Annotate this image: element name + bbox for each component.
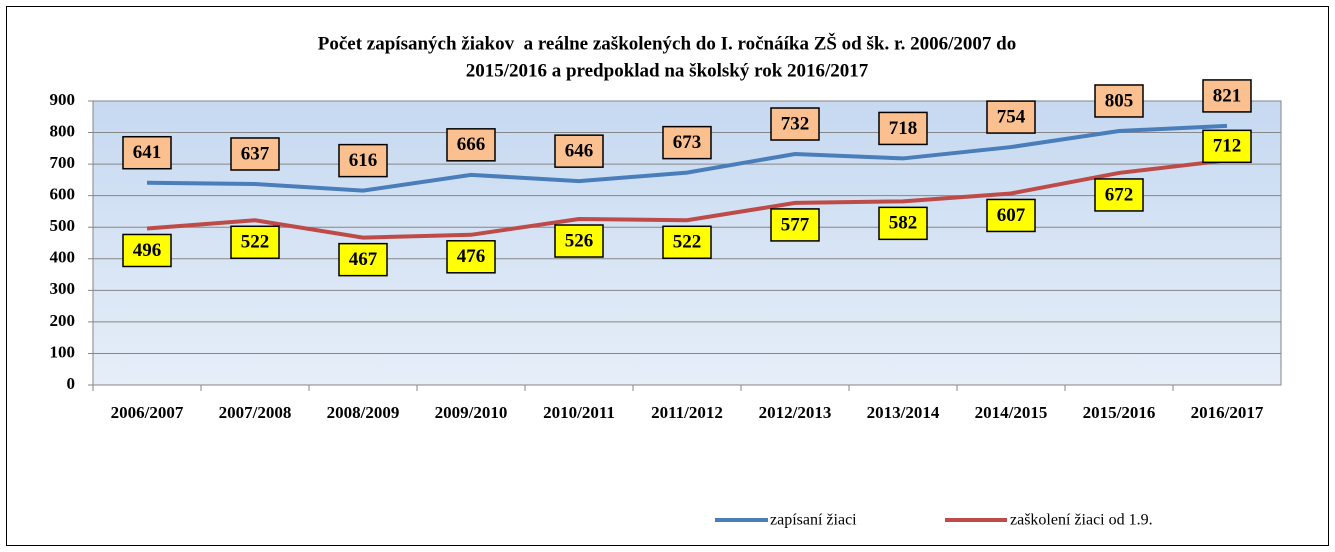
data-label-box xyxy=(554,224,604,258)
y-tick-label: 500 xyxy=(50,216,76,235)
x-tick-label: 2011/2012 xyxy=(651,403,723,422)
x-tick-label: 2016/2017 xyxy=(1191,403,1264,422)
x-tick-label: 2008/2009 xyxy=(327,403,400,422)
x-tick-label: 2006/2007 xyxy=(111,403,184,422)
y-tick-label: 300 xyxy=(50,279,76,298)
y-tick-label: 800 xyxy=(50,121,76,140)
data-label-box xyxy=(662,225,712,260)
data-label-box xyxy=(446,240,496,274)
data-label: 476 xyxy=(457,246,486,267)
data-label-box xyxy=(662,125,712,160)
data-label-box xyxy=(770,208,820,242)
x-tick-label: 2015/2016 xyxy=(1083,403,1156,422)
y-tick-label: 600 xyxy=(50,185,76,204)
data-label-box xyxy=(986,100,1036,134)
data-label: 732 xyxy=(781,113,810,134)
legend-label: zapísaní žiaci xyxy=(770,512,857,529)
data-label: 712 xyxy=(1213,136,1242,157)
data-label-box xyxy=(446,128,496,162)
data-label: 637 xyxy=(241,143,270,164)
x-tick-label: 2013/2014 xyxy=(867,403,940,422)
data-label: 718 xyxy=(889,118,918,139)
data-label: 672 xyxy=(1105,184,1134,205)
data-label: 582 xyxy=(889,213,918,234)
data-label-box xyxy=(1202,79,1252,113)
data-label: 616 xyxy=(349,150,378,171)
y-tick-label: 0 xyxy=(67,374,76,393)
y-tick-label: 900 xyxy=(50,90,76,109)
data-label: 526 xyxy=(565,230,594,251)
x-tick-label: 2010/2011 xyxy=(543,403,615,422)
x-tick-label: 2012/2013 xyxy=(759,403,832,422)
data-label-box xyxy=(122,135,172,170)
data-label: 805 xyxy=(1105,90,1134,111)
data-label: 607 xyxy=(997,205,1026,226)
data-label: 641 xyxy=(133,142,162,163)
y-tick-label: 400 xyxy=(50,248,76,267)
data-label: 496 xyxy=(133,240,162,261)
series-line xyxy=(146,158,1228,240)
y-tick-label: 100 xyxy=(50,342,76,361)
data-label: 673 xyxy=(673,132,702,153)
x-tick-label: 2014/2015 xyxy=(975,403,1048,422)
data-label-box xyxy=(1202,129,1252,164)
y-tick-label: 700 xyxy=(50,153,76,172)
series-line xyxy=(146,123,1228,193)
data-label: 522 xyxy=(673,232,702,253)
x-tick-label: 2007/2008 xyxy=(219,403,292,422)
data-label: 467 xyxy=(349,249,378,270)
y-tick-label: 200 xyxy=(50,311,76,330)
data-label-box xyxy=(230,225,280,260)
data-label-box xyxy=(554,134,604,168)
data-label: 666 xyxy=(457,134,486,155)
legend-label: zaškolení žiaci od 1.9. xyxy=(1010,512,1153,529)
data-label-box xyxy=(986,198,1036,233)
data-label-box xyxy=(1094,84,1144,118)
data-label-box xyxy=(878,206,928,241)
data-label: 754 xyxy=(997,106,1026,127)
data-label-box xyxy=(878,111,928,146)
data-label-box xyxy=(338,143,388,178)
data-label-box xyxy=(122,233,172,268)
data-label: 577 xyxy=(781,214,810,235)
chart-title: 2015/2016 a predpoklad na školský rok 20… xyxy=(466,60,869,81)
data-label: 522 xyxy=(241,232,270,253)
data-label-box xyxy=(1094,178,1144,212)
data-label-box xyxy=(230,137,280,171)
data-label-box xyxy=(338,242,388,277)
data-label-box xyxy=(770,107,820,141)
data-label: 821 xyxy=(1213,85,1242,106)
data-label: 646 xyxy=(565,141,594,162)
chart-title: Počet zapísaných žiakov a reálne zaškole… xyxy=(318,32,1017,54)
x-tick-label: 2009/2010 xyxy=(435,403,508,422)
